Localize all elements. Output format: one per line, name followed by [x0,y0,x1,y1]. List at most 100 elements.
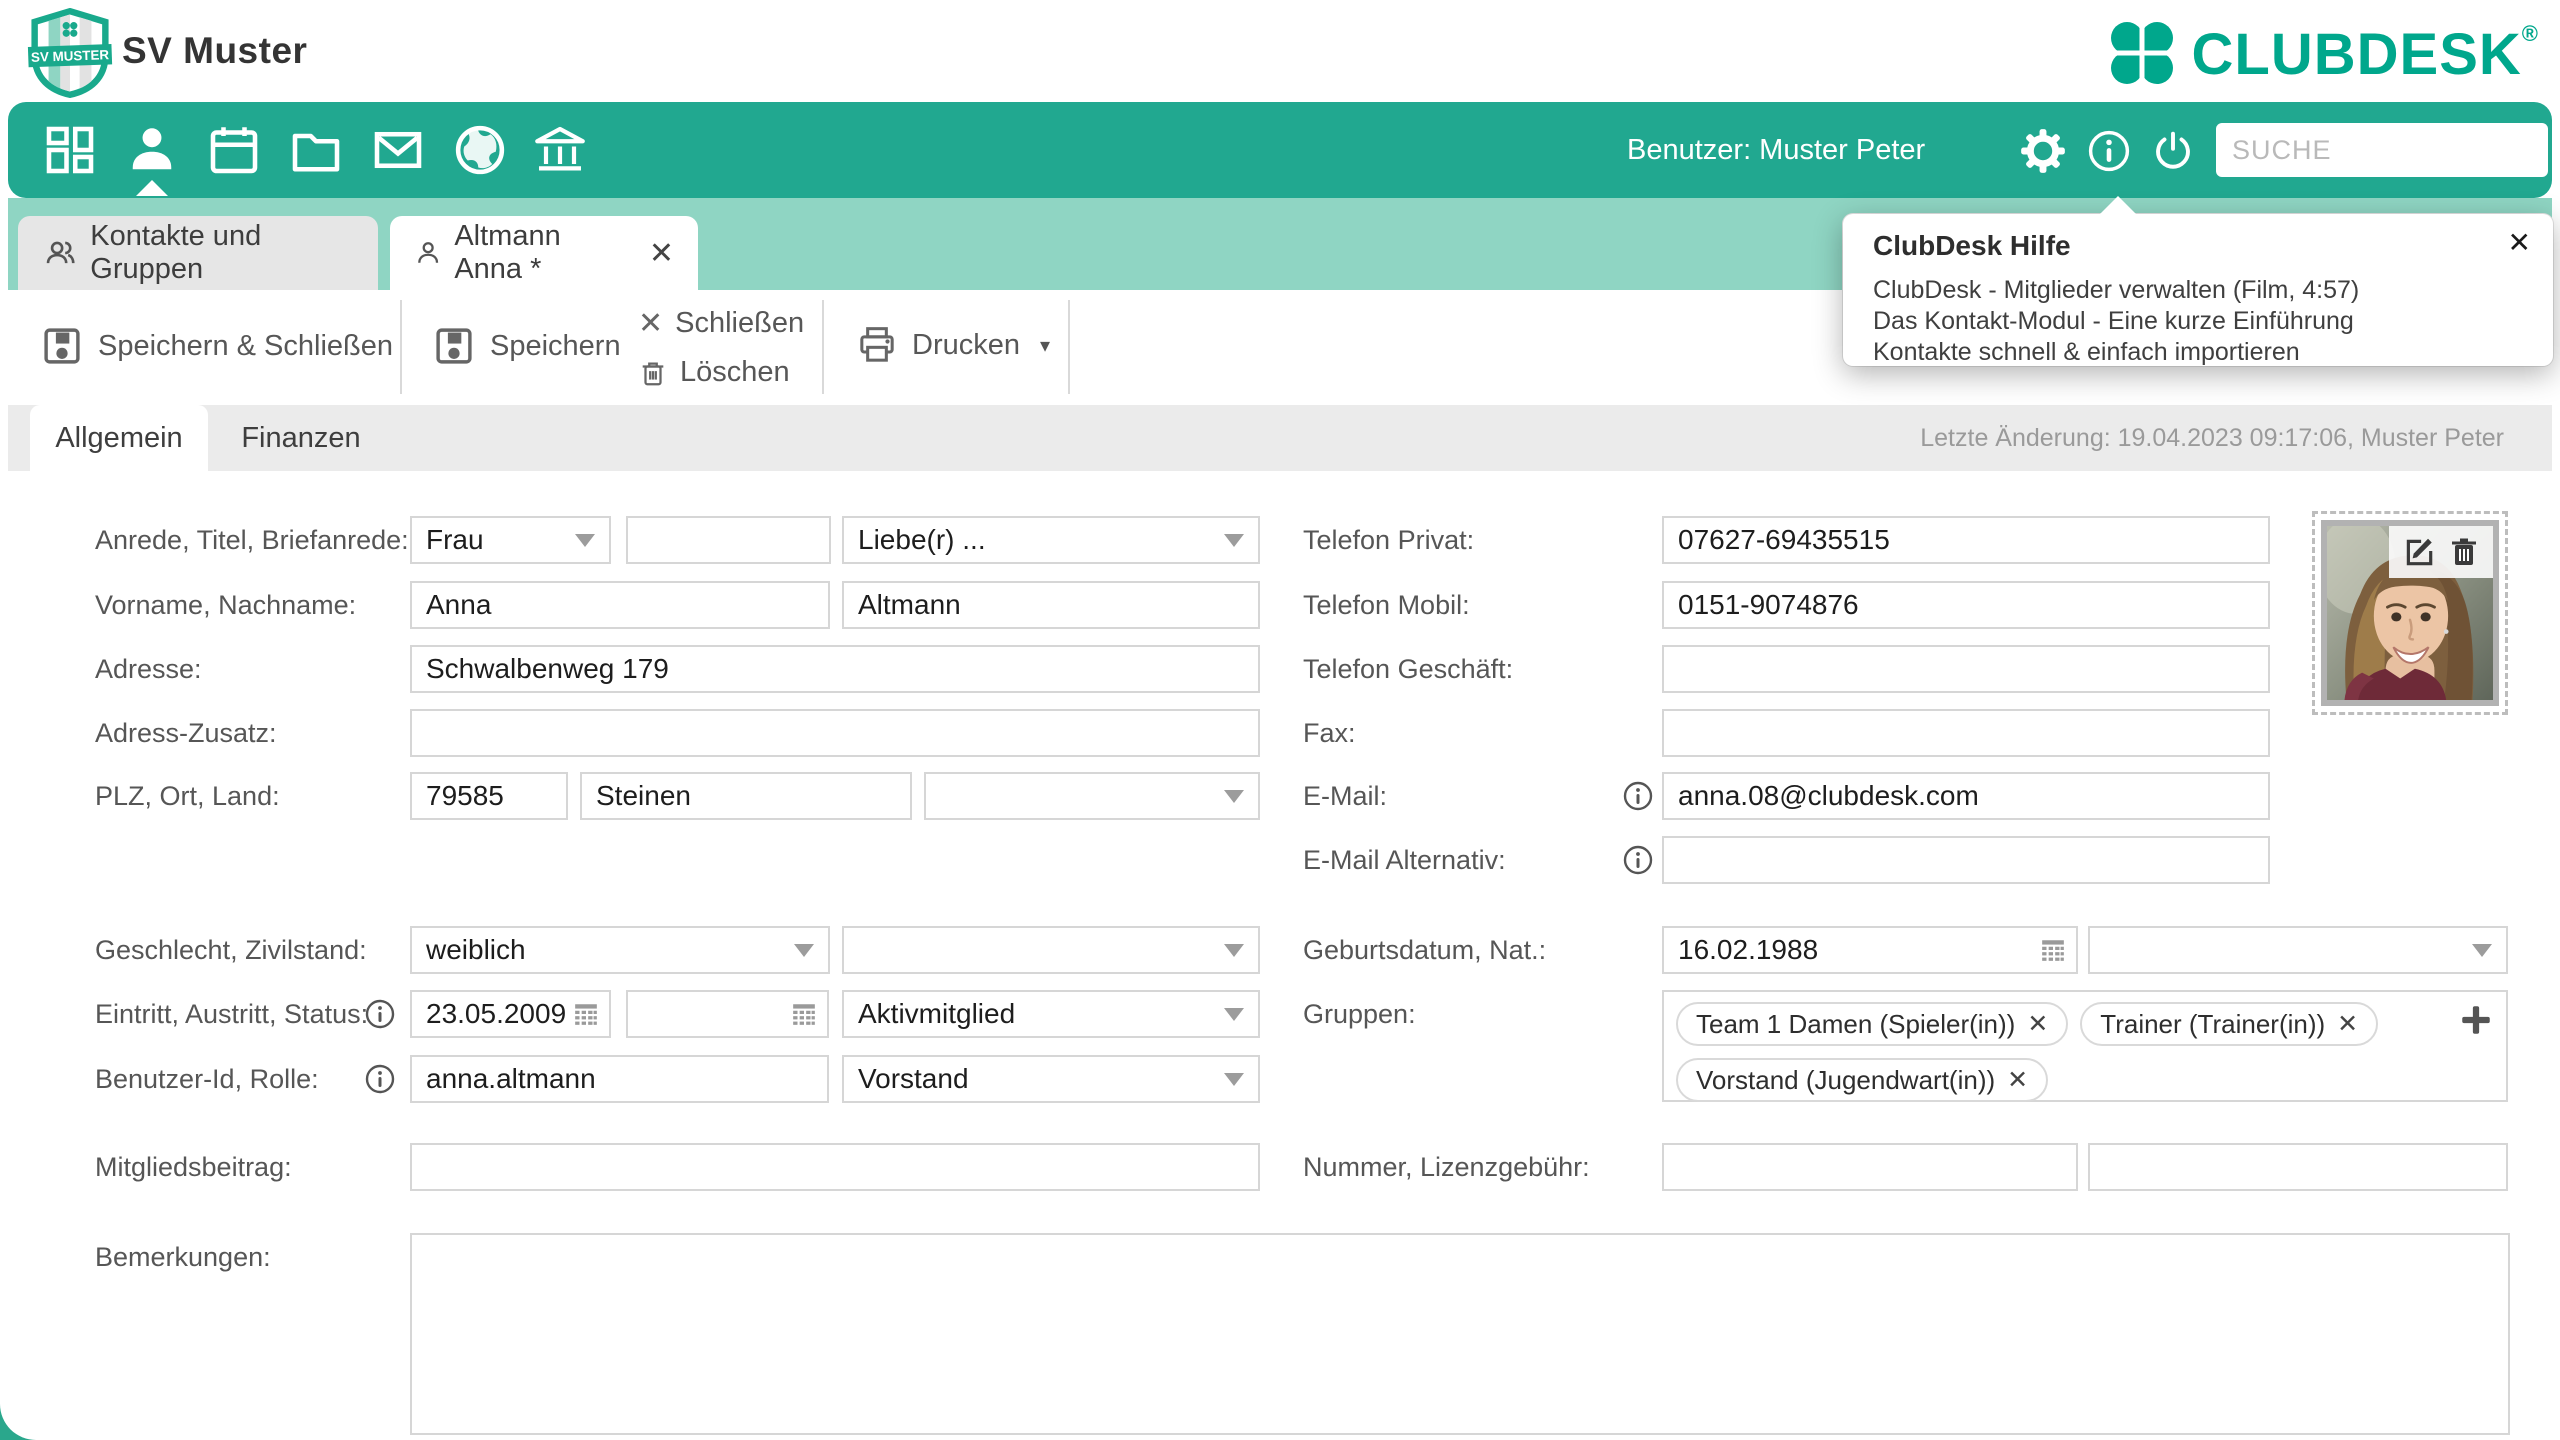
role-select[interactable]: Vorstand [842,1055,1260,1103]
number-field[interactable] [1662,1143,2078,1191]
tab-kontakte-und-gruppen[interactable]: Kontakte und Gruppen [18,216,378,290]
help-link-kontakte-importieren[interactable]: Kontakte schnell & einfach importieren [1873,338,2300,366]
info-icon[interactable] [1622,844,1654,876]
help-popup-title: ClubDesk Hilfe [1873,230,2071,261]
calendar-picker-icon[interactable] [791,1001,817,1027]
groups-box[interactable]: Team 1 Damen (Spieler(in)) ✕ Trainer (Tr… [1662,990,2508,1102]
calendar-icon[interactable] [206,122,262,178]
title-field[interactable] [626,516,831,564]
finance-icon[interactable] [532,122,588,178]
last-name-field[interactable] [842,581,1260,629]
email-label: E-Mail: [1303,781,1388,811]
calendar-picker-icon[interactable] [2040,937,2066,963]
printer-icon [860,327,894,362]
main-navbar: Benutzer: Muster Peter [8,102,2552,198]
letter-salutation-select[interactable]: Liebe(r) ... [842,516,1260,564]
print-button[interactable]: Drucken ▾ [856,324,1050,366]
add-group-icon[interactable] [2456,1000,2496,1040]
close-popup-icon[interactable]: ✕ [2507,227,2531,258]
group-tag-label: Vorstand (Jugendwart(in)) [1696,1064,1996,1095]
group-tag-label: Trainer (Trainer(in)) [2100,1008,2326,1039]
email-alt-field[interactable] [1662,836,2270,884]
license-fee-field[interactable] [2088,1143,2508,1191]
info-icon[interactable] [364,1063,396,1095]
entry-label: Eintritt, Austritt, Status: [95,999,369,1029]
calendar-picker-icon[interactable] [573,1001,599,1027]
toolbar-separator [1068,300,1070,394]
gear-icon[interactable] [2020,128,2066,174]
group-tag[interactable]: Team 1 Damen (Spieler(in)) ✕ [1676,1002,2069,1046]
finanzen-label: Finanzen [241,421,361,454]
role-value: Vorstand [858,1063,969,1094]
info-icon[interactable] [2086,128,2132,174]
exit-date-field[interactable] [626,990,829,1038]
group-icon [46,241,75,264]
contacts-icon[interactable] [124,122,180,196]
power-icon[interactable] [2150,128,2196,174]
save-label: Speichern [490,329,621,362]
help-link-mitglieder-verwalten[interactable]: ClubDesk - Mitglieder verwalten (Film, 4… [1873,276,2360,304]
fee-field[interactable] [410,1143,1260,1191]
country-select[interactable] [924,772,1260,820]
tab-label: Altmann Anna * [454,220,561,285]
documents-icon[interactable] [288,122,344,178]
birthday-field[interactable]: 16.02.1988 [1662,926,2078,974]
phone-private-field[interactable] [1662,516,2270,564]
entry-date-field[interactable]: 23.05.2009 [410,990,611,1038]
status-select[interactable]: Aktivmitglied [842,990,1260,1038]
tab-allgemein[interactable]: Allgemein [30,405,208,471]
gender-select[interactable]: weiblich [410,926,830,974]
phone-mobile-field[interactable] [1662,581,2270,629]
address-field[interactable] [410,645,1260,693]
close-button[interactable]: ✕ Schließen [638,306,804,341]
salutation-select[interactable]: Frau [410,516,611,564]
tab-finanzen[interactable]: Finanzen [226,405,376,471]
club-name: SV Muster [122,30,308,71]
tab-label: Kontakte und Gruppen [90,220,262,285]
edit-photo-icon[interactable] [2402,535,2436,569]
tab-altmann-anna[interactable]: Altmann Anna * ✕ [390,216,698,290]
delete-photo-icon[interactable] [2448,536,2480,568]
birthday-label: Geburtsdatum, Nat.: [1303,935,1547,965]
phone-mobile-label: Telefon Mobil: [1303,590,1470,620]
remove-group-icon[interactable]: ✕ [2007,1066,2029,1094]
group-tag[interactable]: Trainer (Trainer(in)) ✕ [2080,1002,2379,1046]
club-logo-shield-icon: SV MUSTER [27,8,113,98]
remarks-label: Bemerkungen: [95,1242,271,1272]
save-icon [436,328,472,364]
email-alt-label: E-Mail Alternativ: [1303,845,1506,875]
number-label: Nummer, Lizenzgebühr: [1303,1152,1590,1182]
group-tag[interactable]: Vorstand (Jugendwart(in)) ✕ [1676,1058,2049,1102]
remove-group-icon[interactable]: ✕ [2027,1010,2049,1038]
mail-icon[interactable] [370,122,426,178]
delete-button[interactable]: Löschen [638,356,790,389]
save-button[interactable]: Speichern [432,324,621,368]
city-field[interactable] [580,772,912,820]
address2-field[interactable] [410,709,1260,757]
apps-icon[interactable] [42,122,98,178]
nationality-select[interactable] [2088,926,2508,974]
close-tab-icon[interactable]: ✕ [648,236,674,270]
search-input[interactable] [2216,123,2548,177]
fax-field[interactable] [1662,709,2270,757]
registered-mark: ® [2521,21,2538,46]
gender-label: Geschlecht, Zivilstand: [95,935,367,965]
plz-field[interactable] [410,772,568,820]
help-link-kontakt-modul[interactable]: Das Kontakt-Modul - Eine kurze Einführun… [1873,307,2354,335]
remove-group-icon[interactable]: ✕ [2337,1010,2359,1038]
save-and-close-button[interactable]: Speichern & Schließen [40,324,393,368]
first-name-field[interactable] [410,581,830,629]
group-tag-label: Team 1 Damen (Spieler(in)) [1696,1008,2016,1039]
info-icon[interactable] [364,998,396,1030]
user-id-field[interactable] [410,1055,829,1103]
website-icon[interactable] [452,122,508,178]
brand-wordmark: CLUBDESK [2191,21,2522,87]
allgemein-label: Allgemein [55,421,183,454]
fee-label: Mitgliedsbeitrag: [95,1152,292,1182]
marital-status-select[interactable] [842,926,1260,974]
remarks-textarea[interactable] [410,1233,2510,1435]
phone-work-field[interactable] [1662,645,2270,693]
info-icon[interactable] [1622,780,1654,812]
email-field[interactable] [1662,772,2270,820]
